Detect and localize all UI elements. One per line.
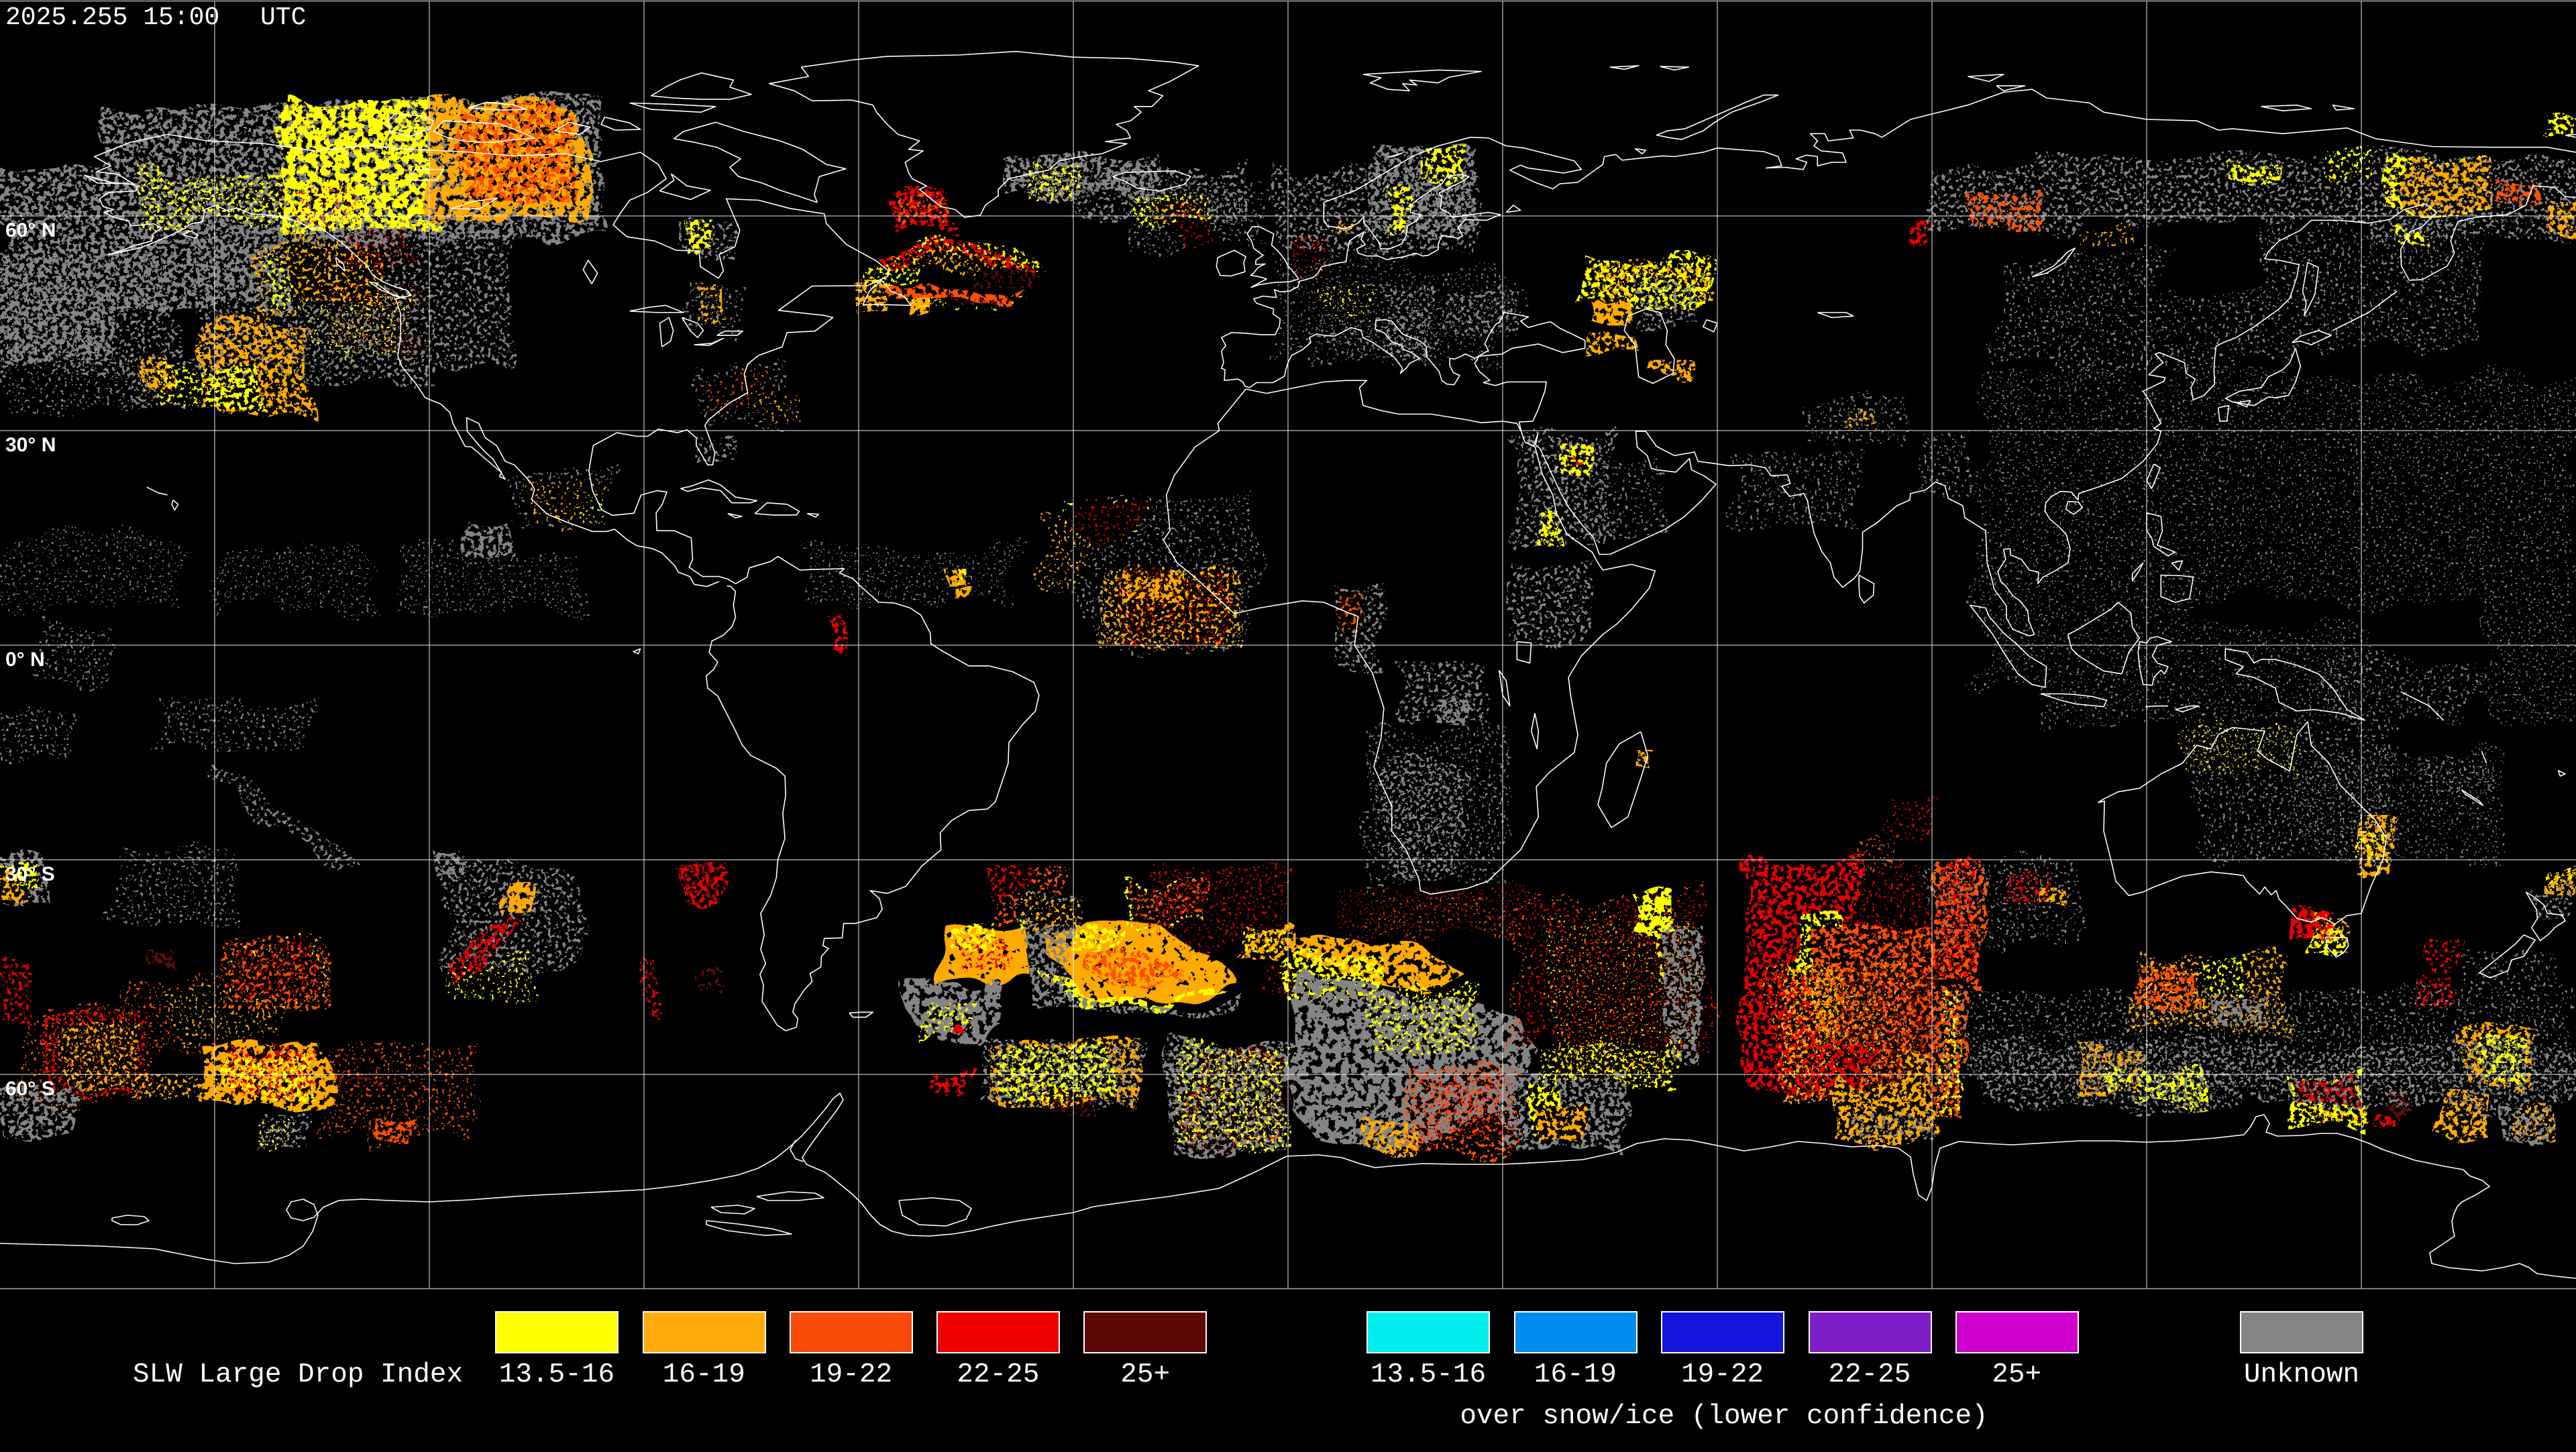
svg-text:19-22: 19-22 (810, 1359, 892, 1390)
svg-text:30° S: 30° S (5, 863, 55, 885)
svg-text:0° N: 0° N (5, 649, 45, 671)
svg-text:22-25: 22-25 (957, 1359, 1039, 1390)
svg-text:19-22: 19-22 (1681, 1359, 1764, 1390)
svg-text:2025.255 15:00: 2025.255 15:00 (5, 3, 219, 32)
svg-text:22-25: 22-25 (1828, 1359, 1911, 1390)
svg-text:UTC: UTC (260, 3, 306, 32)
svg-text:25+: 25+ (1992, 1359, 2041, 1390)
svg-text:25+: 25+ (1120, 1359, 1170, 1390)
svg-text:16-19: 16-19 (1534, 1359, 1617, 1390)
svg-text:60° S: 60° S (5, 1078, 55, 1100)
svg-text:SLW Large Drop Index: SLW Large Drop Index (133, 1359, 463, 1390)
svg-text:Unknown: Unknown (2244, 1359, 2359, 1390)
svg-text:30° N: 30° N (5, 434, 56, 456)
svg-text:over snow/ice (lower confidenc: over snow/ice (lower confidence) (1460, 1401, 1988, 1432)
svg-text:60° N: 60° N (5, 219, 56, 241)
svg-text:13.5-16: 13.5-16 (1371, 1359, 1486, 1390)
svg-text:13.5-16: 13.5-16 (499, 1359, 614, 1390)
svg-text:16-19: 16-19 (663, 1359, 745, 1390)
